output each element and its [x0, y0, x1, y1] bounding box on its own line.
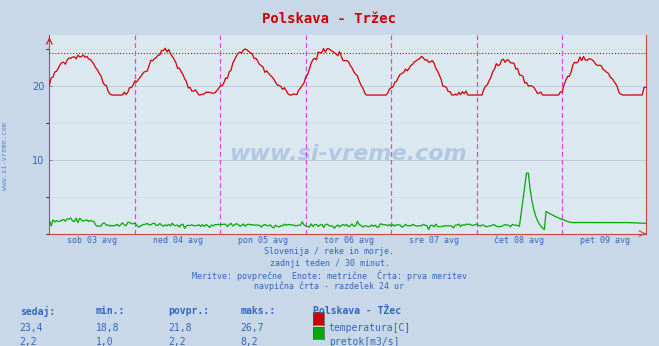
Text: Meritve: povprečne  Enote: metrične  Črta: prva meritev: Meritve: povprečne Enote: metrične Črta:…: [192, 270, 467, 281]
Text: www.si-vreme.com: www.si-vreme.com: [2, 122, 9, 190]
Text: maks.:: maks.:: [241, 306, 275, 316]
Text: 26,7: 26,7: [241, 323, 264, 333]
Text: 1,0: 1,0: [96, 337, 113, 346]
Text: 18,8: 18,8: [96, 323, 119, 333]
Text: sob 03 avg: sob 03 avg: [67, 236, 117, 245]
Text: pet 09 avg: pet 09 avg: [580, 236, 630, 245]
Text: min.:: min.:: [96, 306, 125, 316]
Text: navpična črta - razdelek 24 ur: navpična črta - razdelek 24 ur: [254, 282, 405, 291]
Text: 8,2: 8,2: [241, 337, 258, 346]
Text: zadnji teden / 30 minut.: zadnji teden / 30 minut.: [270, 259, 389, 268]
Text: 23,4: 23,4: [20, 323, 43, 333]
Text: pretok[m3/s]: pretok[m3/s]: [329, 337, 399, 346]
Text: povpr.:: povpr.:: [168, 306, 209, 316]
Text: Polskava - TŽec: Polskava - TŽec: [313, 306, 401, 316]
Text: sedaj:: sedaj:: [20, 306, 55, 317]
Text: Polskava - Tržec: Polskava - Tržec: [262, 12, 397, 26]
Text: 21,8: 21,8: [168, 323, 192, 333]
Text: tor 06 avg: tor 06 avg: [324, 236, 374, 245]
Text: www.si-vreme.com: www.si-vreme.com: [229, 144, 467, 164]
Text: ned 04 avg: ned 04 avg: [153, 236, 202, 245]
Text: 2,2: 2,2: [168, 337, 186, 346]
Text: Slovenija / reke in morje.: Slovenija / reke in morje.: [264, 247, 395, 256]
Text: pon 05 avg: pon 05 avg: [238, 236, 288, 245]
Text: sre 07 avg: sre 07 avg: [409, 236, 459, 245]
Text: čet 08 avg: čet 08 avg: [494, 236, 544, 245]
Text: 2,2: 2,2: [20, 337, 38, 346]
Text: temperatura[C]: temperatura[C]: [329, 323, 411, 333]
